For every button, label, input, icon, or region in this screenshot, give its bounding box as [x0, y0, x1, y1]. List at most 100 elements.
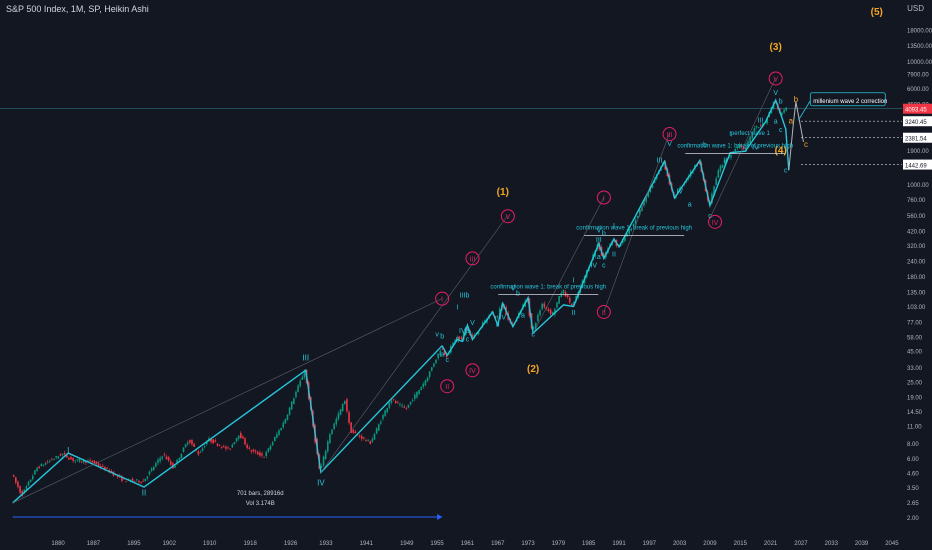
- candle-body: [382, 415, 384, 419]
- candle-body: [303, 371, 306, 378]
- trend-guide-line: [12, 298, 443, 504]
- candle-body: [358, 435, 361, 437]
- x-tick-label: 1985: [582, 541, 596, 547]
- candle-body: [214, 440, 217, 442]
- candle-body: [384, 410, 386, 417]
- candle-body: [269, 445, 272, 450]
- candle-body: [85, 461, 87, 463]
- wave-minor-label: I: [729, 131, 731, 138]
- candle-body: [511, 323, 514, 325]
- y-tick-label: 77.00: [907, 320, 923, 326]
- candle-body: [203, 446, 206, 448]
- candle-body: [571, 303, 573, 306]
- symbol-header: S&P 500 Index, 1M, SP, Heikin Ashi: [6, 4, 149, 14]
- candle-body: [643, 201, 645, 206]
- candle-body: [753, 128, 756, 132]
- candle-body: [152, 466, 155, 470]
- candle-body: [377, 424, 380, 431]
- candle-body: [282, 422, 285, 428]
- candle-body: [343, 400, 346, 405]
- candle-body: [394, 401, 397, 403]
- candle-body: [57, 456, 60, 459]
- candle-body: [730, 155, 732, 158]
- x-tick-label: 1955: [430, 541, 444, 547]
- candle-body: [297, 385, 299, 393]
- candle-body: [411, 400, 414, 402]
- wave-minor-label: a: [688, 201, 692, 208]
- candle-body: [19, 486, 21, 493]
- candle-body: [562, 290, 565, 294]
- trend-guide-line: [532, 197, 605, 334]
- candle-body: [428, 371, 431, 377]
- y-tick-label: 1000.00: [907, 183, 929, 189]
- wave-minor-label: III: [459, 293, 465, 300]
- wave-minor-label: c: [602, 262, 606, 269]
- wave-roman-label: III: [302, 354, 309, 363]
- y-tick-label: 6000.00: [907, 87, 929, 93]
- candle-body: [437, 353, 439, 359]
- candle-body: [218, 445, 221, 447]
- candle-body: [418, 389, 420, 395]
- wave-minor-label: a: [440, 352, 444, 359]
- current-price-tag: [903, 103, 932, 114]
- volume-stat: Vol 3.174B: [246, 501, 275, 507]
- candle-body: [460, 337, 463, 340]
- candle-body: [295, 391, 297, 398]
- candle-body: [634, 219, 637, 226]
- wave-circle-label-ring: [708, 214, 723, 229]
- candle-body: [441, 349, 444, 350]
- candle-body: [539, 310, 541, 316]
- x-tick-label: 2045: [885, 541, 899, 547]
- wave-minor-label: III: [758, 118, 764, 125]
- candle-body: [551, 312, 554, 315]
- wave-minor-label: II: [723, 157, 727, 164]
- y-tick-label: 320.00: [907, 244, 926, 250]
- candle-body: [216, 443, 219, 446]
- x-tick-label: 1967: [491, 541, 505, 547]
- x-tick-label: 1979: [552, 541, 566, 547]
- candle-body: [23, 489, 26, 494]
- candle-body: [420, 387, 422, 391]
- candle-body: [235, 437, 238, 442]
- candle-body: [174, 465, 176, 468]
- wave-minor-label: a: [597, 254, 601, 261]
- x-tick-label: 1880: [51, 541, 65, 547]
- wave-minor-label: II: [455, 338, 459, 345]
- candle-body: [150, 468, 153, 471]
- x-tick-label: 2027: [794, 541, 808, 547]
- candle-body: [265, 451, 268, 457]
- candle-body: [755, 125, 758, 128]
- trend-guide-line: [709, 77, 776, 219]
- y-tick-label: 13500.00: [907, 44, 932, 50]
- y-tick-label: 58.00: [907, 336, 923, 342]
- wave-minor-label: II: [572, 310, 576, 317]
- candle-body: [537, 314, 539, 322]
- wave-circle-label: IV: [712, 220, 719, 227]
- candle-body: [543, 303, 546, 308]
- wave-minor-label: V: [596, 228, 601, 235]
- candle-body: [144, 478, 147, 482]
- candle-body: [229, 448, 231, 450]
- candle-body: [547, 309, 550, 311]
- wave-minor-label: IV: [459, 328, 466, 335]
- wave-roman-label: IV: [317, 479, 325, 488]
- candle-body: [409, 401, 412, 405]
- candle-body: [223, 446, 225, 448]
- candle-body: [388, 402, 391, 408]
- wave-minor-label: b: [779, 99, 783, 106]
- wave-degree-label: (2): [527, 364, 539, 375]
- wave-circle-label: II: [602, 310, 606, 317]
- candle-body: [354, 431, 357, 434]
- candle-body: [34, 470, 36, 475]
- wave-circle-label-ring: [596, 304, 611, 319]
- candle-body: [452, 342, 454, 346]
- y-tick-label: 18000.00: [907, 28, 932, 34]
- y-tick-label: 7900.00: [907, 73, 929, 79]
- wave-minor-label: V: [470, 320, 475, 327]
- candle-body: [271, 442, 274, 446]
- candle-body: [698, 162, 701, 164]
- candle-body: [649, 187, 652, 193]
- candle-body: [742, 146, 745, 150]
- candle-body: [350, 422, 352, 433]
